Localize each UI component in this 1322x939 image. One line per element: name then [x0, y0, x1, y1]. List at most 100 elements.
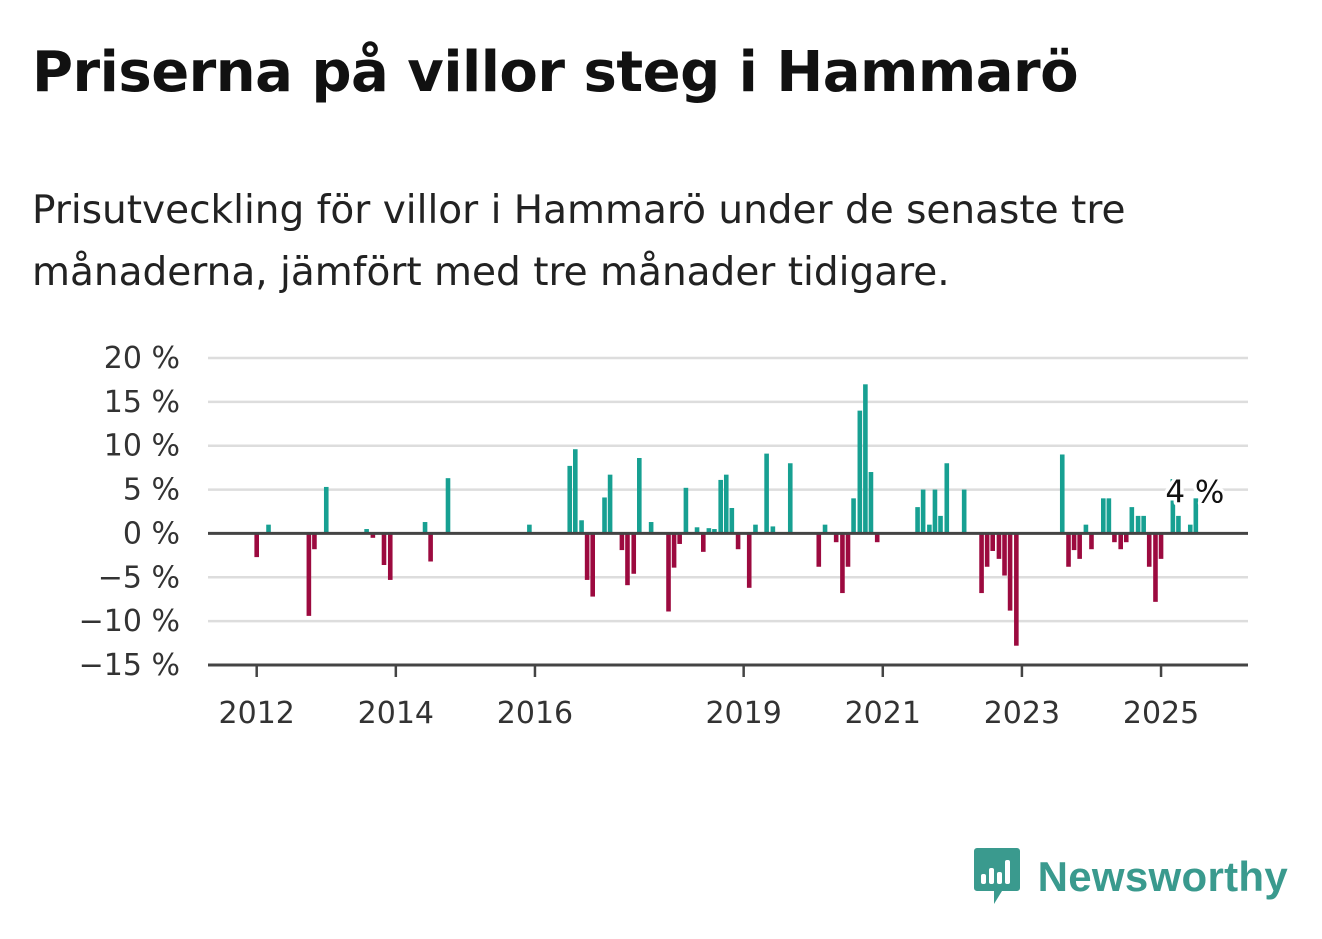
bar [701, 533, 706, 552]
chart-subtitle: Prisutveckling för villor i Hammarö unde… [32, 188, 1126, 295]
bar [648, 522, 654, 534]
bar [445, 478, 451, 534]
bar [746, 533, 752, 588]
bar [694, 527, 700, 534]
bar [1059, 454, 1065, 534]
bar [579, 520, 584, 534]
bar [387, 533, 393, 580]
y-tick-label: −5 % [98, 560, 180, 595]
brand-name: Newsworthy [1037, 853, 1288, 900]
bar [920, 489, 926, 534]
bar [671, 533, 677, 568]
chart-title: Priserna på villor steg i Hammarö [32, 40, 1079, 105]
bar [422, 522, 428, 534]
bar [677, 533, 682, 544]
x-tick-label: 2021 [845, 696, 921, 731]
bar [723, 474, 729, 534]
bar [1077, 533, 1082, 559]
bar [1170, 479, 1176, 534]
bar [944, 463, 950, 534]
bar [927, 524, 932, 534]
x-tick-label: 2014 [358, 696, 434, 731]
bar [666, 533, 671, 612]
bar [938, 515, 943, 534]
bar [266, 524, 271, 534]
bar [764, 453, 769, 534]
annotation: 4 % [1162, 471, 1228, 514]
bar [729, 507, 735, 534]
bar [1112, 533, 1117, 543]
x-axis-labels: 2012 2014 2016 2019 2021 2023 2025 [219, 696, 1200, 731]
bar [323, 486, 329, 534]
y-tick-label: 10 % [104, 429, 180, 464]
newsworthy-logo-icon [973, 848, 1020, 904]
y-tick-label: 20 % [104, 341, 180, 376]
bar [863, 384, 868, 534]
bar [979, 533, 984, 594]
bar [822, 524, 828, 534]
bar [254, 533, 259, 558]
bar [567, 465, 573, 534]
bar [1176, 515, 1181, 534]
bar-chart: 20 %15 %10 %5 %0 %−5 %−10 %−15 % 2012 201… [79, 341, 1248, 731]
bar [874, 533, 880, 543]
bar [573, 449, 578, 534]
x-tick-label: 2025 [1123, 696, 1199, 731]
y-axis-labels: 20 % 15 % 10 % 5 % 0 % −5 % −10 % −15 % [79, 341, 180, 683]
x-tick-label: 2012 [219, 696, 295, 731]
bar [932, 489, 938, 534]
grid-lines [208, 356, 1248, 623]
bar [1123, 533, 1129, 543]
bar [1141, 515, 1146, 534]
bar [631, 533, 637, 574]
bar [1193, 498, 1199, 534]
x-tick-label: 2016 [497, 696, 573, 731]
bar [735, 533, 741, 550]
axes [208, 531, 1248, 677]
y-tick-label: 15 % [104, 385, 180, 420]
bar [312, 533, 317, 550]
bar [1014, 533, 1019, 646]
bar [364, 529, 369, 534]
bar [1089, 533, 1094, 550]
bars [254, 384, 1199, 646]
bar [833, 533, 839, 543]
bar [1146, 533, 1152, 567]
bar [428, 533, 433, 562]
bar [753, 524, 758, 534]
brand: Newsworthy [972, 846, 1288, 908]
bar [1083, 524, 1089, 534]
bar [1135, 515, 1141, 534]
y-tick-label: −15 % [79, 648, 180, 683]
bar [619, 533, 625, 551]
bar [712, 529, 717, 534]
bar [683, 487, 689, 534]
bar [1002, 533, 1007, 576]
bar [1158, 533, 1164, 559]
bar [851, 498, 856, 534]
bar [984, 533, 990, 567]
bar [370, 533, 376, 538]
bar [1106, 498, 1112, 534]
bar [1071, 533, 1077, 551]
bar [1101, 498, 1106, 534]
x-tick-label: 2019 [705, 696, 781, 731]
bar [602, 497, 607, 534]
bar [625, 533, 630, 586]
bar [306, 533, 312, 616]
bar [1118, 533, 1123, 550]
bar [816, 533, 822, 567]
bar [915, 507, 920, 534]
bar [840, 533, 845, 594]
bar [961, 489, 967, 534]
bar [718, 479, 723, 534]
bar [996, 533, 1002, 559]
bar [1129, 507, 1135, 534]
x-tick-label: 2023 [984, 696, 1060, 731]
bar [787, 463, 793, 534]
y-tick-label: −10 % [79, 604, 180, 639]
bar [857, 410, 863, 534]
bar [1066, 533, 1071, 567]
bar [607, 474, 613, 534]
bar [868, 472, 874, 534]
